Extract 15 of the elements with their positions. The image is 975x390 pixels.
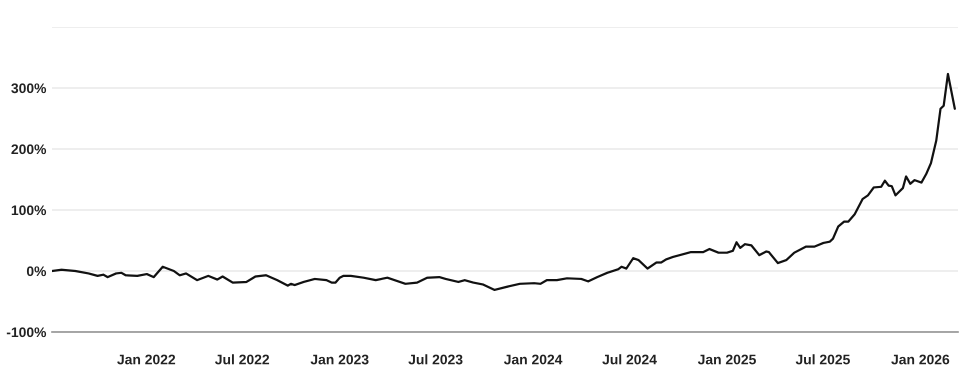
x-tick-label: Jan 2024 [504,354,562,364]
x-tick-label: Jul 2025 [796,354,850,364]
y-tick-label: 200% [11,144,46,154]
x-tick-label: Jan 2023 [310,354,369,364]
y-tick-label: -100% [6,327,46,338]
x-tick-label: Jan 2025 [698,354,756,364]
x-tick-label: Jan 2026 [891,354,950,364]
x-tick-label: Jan 2022 [117,354,176,364]
y-tick-label: 300% [11,83,46,94]
line-series [52,72,956,292]
x-tick-label: Jul 2024 [602,354,657,364]
y-tick-label: 0% [26,266,46,276]
x-tick-label: Jul 2022 [215,354,270,364]
x-tick-label: Jul 2023 [408,354,463,364]
y-tick-label: 100% [12,205,46,216]
